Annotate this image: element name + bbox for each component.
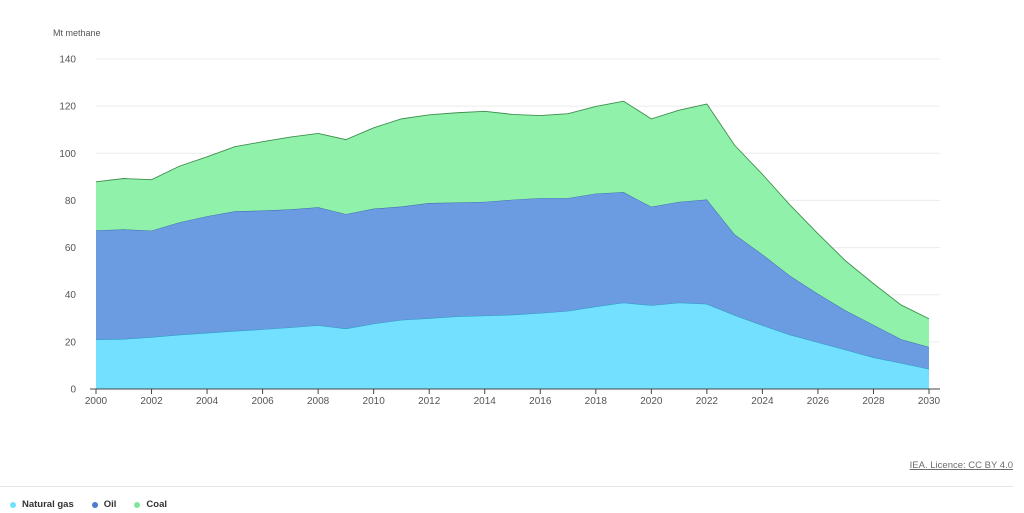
x-tick-label-2018: 2018 [585,396,608,407]
x-tick-label-2006: 2006 [251,396,274,407]
x-tick-label-2026: 2026 [807,396,830,407]
legend-label-natural-gas: Natural gas [22,499,74,510]
x-tick-label-2014: 2014 [474,396,497,407]
legend-item-natural-gas[interactable]: Natural gas [10,499,74,510]
legend-item-coal[interactable]: Coal [134,499,167,510]
x-tick-label-2024: 2024 [751,396,774,407]
legend-label-oil: Oil [103,499,117,510]
y-tick-label-100: 100 [59,149,76,160]
x-tick-label-2020: 2020 [640,396,663,407]
y-tick-label-0: 0 [70,385,76,396]
legend: Natural gas Oil Coal [10,499,167,510]
y-axis-title: Mt methane [53,28,101,38]
y-tick-label-40: 40 [65,290,77,301]
license-link[interactable]: IEA. Licence: CC BY 4.0 [909,460,1013,471]
area-coal[interactable] [96,101,929,348]
y-tick-label-140: 140 [59,55,76,66]
legend-dot-oil [91,501,98,508]
x-tick-label-2028: 2028 [862,396,885,407]
y-tick-label-60: 60 [65,243,77,254]
area-edge-coal [95,100,930,320]
area-oil[interactable] [96,192,929,369]
y-tick-label-20: 20 [65,337,77,348]
x-tick-label-2010: 2010 [363,396,386,407]
x-tick-label-2022: 2022 [696,396,719,407]
legend-dot-coal [134,501,141,508]
x-tick-label-2012: 2012 [418,396,441,407]
x-tick-label-2000: 2000 [85,396,108,407]
area-series [95,100,930,389]
y-tick-label-120: 120 [59,102,76,113]
axes: 0 20 40 60 80 100 120 140 2000 2002 2004 2006 2008 20… [59,55,940,408]
legend-dot-natural-gas [10,501,16,508]
x-tick-label-2030: 2030 [918,396,941,407]
legend-item-oil[interactable]: Oil [91,499,117,510]
legend-divider [0,486,1013,487]
x-tick-label-2004: 2004 [196,396,219,407]
x-tick-label-2002: 2002 [140,396,163,407]
methane-area-chart: 0 20 40 60 80 100 120 140 2000 2002 2004 2006 2008 20… [53,28,941,408]
area-natural-gas[interactable] [96,302,929,389]
x-tick-label-2008: 2008 [307,396,330,407]
x-tick-label-2016: 2016 [529,396,552,407]
legend-label-coal: Coal [146,499,168,510]
y-tick-label-80: 80 [65,196,77,207]
